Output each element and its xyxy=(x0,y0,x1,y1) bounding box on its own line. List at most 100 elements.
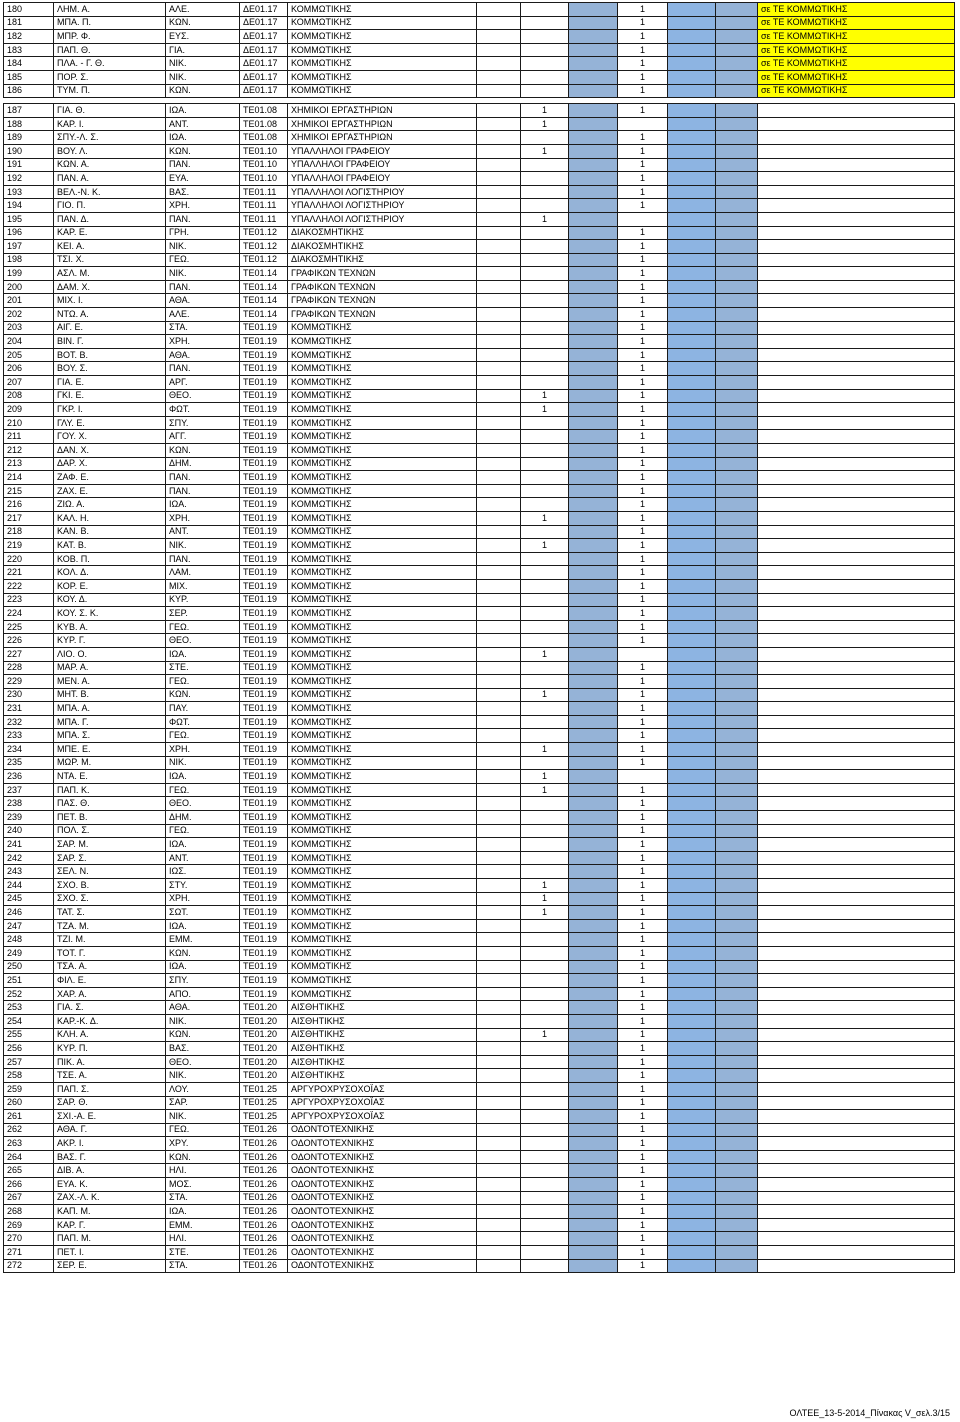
cell-empty xyxy=(476,361,521,377)
cell-father-name: ΘΕΟ. xyxy=(165,796,240,812)
cell-note xyxy=(757,483,955,499)
cell-number: 241 xyxy=(3,837,54,852)
cell-code: ΤΕ01.26 xyxy=(239,1204,288,1219)
cell-col1: 1 xyxy=(520,878,569,893)
table-row: 249 ΤΟΤ. Γ. ΚΩΝ. ΤΕ01.19 ΚΟΜΜΩΤΙΚΗΣ 1 xyxy=(3,945,955,961)
cell-blue-2 xyxy=(667,375,716,390)
table-row: 271 ΠΕΤ. Ι. ΣΤΕ. ΤΕ01.26 ΟΔΟΝΤΟΤΕΧΝΙΚΗΣ 1 xyxy=(3,1245,955,1260)
cell-col2: 1 xyxy=(617,279,668,295)
cell-col2: 1 xyxy=(617,29,668,44)
table-row: 185 ΠΟΡ. Σ. ΝΙΚ. ΔΕ01.17 ΚΟΜΜΩΤΙΚΗΣ 1 σε ΤΕ ΚΟ… xyxy=(3,69,955,85)
cell-father-name: ΙΩΑ. xyxy=(165,918,240,934)
cell-col2: 1 xyxy=(617,429,668,444)
cell-col1 xyxy=(520,83,569,99)
cell-note xyxy=(757,1041,955,1056)
cell-name: ΓΚΙ. Ε. xyxy=(53,388,166,404)
cell-col2: 1 xyxy=(617,1109,668,1124)
table-row: 254 ΚΑΡ.-Κ. Δ. ΝΙΚ. ΤΕ01.20 ΑΙΣΘΗΤΙΚΗΣ 1 xyxy=(3,1013,955,1029)
table-row: 201 ΜΙΧ. Ι. ΑΘΑ. ΤΕ01.14 ΓΡΑΦΙΚΩΝ ΤΕΧΝΩΝ 1 xyxy=(3,293,955,309)
cell-number: 250 xyxy=(3,959,54,975)
cell-blue-1 xyxy=(568,1217,618,1233)
cell-empty xyxy=(476,143,521,159)
cell-specialty: ΔΙΑΚΟΣΜΗΤΙΚΗΣ xyxy=(287,225,477,241)
table-row: 208 ΓΚΙ. Ε. ΘΕΟ. ΤΕ01.19 ΚΟΜΜΩΤΙΚΗΣ 1 1 xyxy=(3,388,955,404)
cell-specialty: ΚΟΜΜΩΤΙΚΗΣ xyxy=(287,837,477,852)
cell-code: ΤΕ01.19 xyxy=(239,918,288,934)
cell-blue-2 xyxy=(667,83,716,99)
table-row: 263 ΑΚΡ. Ι. ΧΡΥ. ΤΕ01.26 ΟΔΟΝΤΟΤΕΧΝΙΚΗΣ 1 xyxy=(3,1136,955,1151)
cell-name: ΣΕΛ. Ν. xyxy=(53,864,166,879)
cell-number: 191 xyxy=(3,157,54,173)
cell-name: ΣΧΙ.-Α. Ε. xyxy=(53,1109,166,1124)
cell-blue-2 xyxy=(667,1068,716,1083)
cell-col2: 1 xyxy=(617,483,668,499)
cell-specialty: ΚΟΜΜΩΤΙΚΗΣ xyxy=(287,29,477,44)
cell-name: ΠΑΠ. Κ. xyxy=(53,782,166,798)
cell-specialty: ΑΡΓΥΡΟΧΡΥΣΟΧΟΪΑΣ xyxy=(287,1109,477,1124)
cell-blue-2 xyxy=(667,361,716,377)
cell-col2: 1 xyxy=(617,1217,668,1233)
cell-code: ΔΕ01.17 xyxy=(239,56,288,71)
cell-code: ΤΕ01.26 xyxy=(239,1190,288,1206)
cell-number: 188 xyxy=(3,116,54,132)
cell-note xyxy=(757,1149,955,1165)
cell-blue-2 xyxy=(667,198,716,213)
cell-col1 xyxy=(520,1190,569,1206)
cell-name: ΚΟΛ. Δ. xyxy=(53,565,166,580)
cell-note xyxy=(757,524,955,540)
table-row: 198 ΤΣΙ. Χ. ΓΕΩ. ΤΕ01.12 ΔΙΑΚΟΣΜΗΤΙΚΗΣ 1 xyxy=(3,252,955,268)
cell-father-name: ΚΩΝ. xyxy=(165,687,240,703)
cell-empty xyxy=(476,456,521,472)
cell-code: ΤΕ01.12 xyxy=(239,225,288,241)
cell-col1 xyxy=(520,796,569,812)
cell-father-name: ΠΑΝ. xyxy=(165,157,240,173)
cell-father-name: ΧΡΗ. xyxy=(165,198,240,213)
cell-specialty: ΚΟΜΜΩΤΙΚΗΣ xyxy=(287,578,477,594)
cell-blue-2 xyxy=(667,769,716,784)
cell-empty xyxy=(476,1054,521,1070)
cell-number: 213 xyxy=(3,456,54,472)
cell-col2: 1 xyxy=(617,510,668,526)
cell-col1 xyxy=(520,198,569,213)
cell-blue-2 xyxy=(667,959,716,975)
cell-col1 xyxy=(520,701,569,716)
cell-father-name: ΗΛΙ. xyxy=(165,1163,240,1179)
cell-col1 xyxy=(520,375,569,390)
cell-blue-3 xyxy=(715,1054,758,1070)
cell-code: ΤΕ01.19 xyxy=(239,959,288,975)
table-row: 236 ΝΤΑ. Ε. ΙΩΑ. ΤΕ01.19 ΚΟΜΜΩΤΙΚΗΣ 1 xyxy=(3,769,955,784)
table-row: 184 ΠΛΑ. - Γ. Θ. ΝΙΚ. ΔΕ01.17 ΚΟΜΜΩΤΙΚΗΣ 1 σε … xyxy=(3,56,955,71)
cell-col2: 1 xyxy=(617,307,668,322)
cell-blue-3 xyxy=(715,252,758,268)
cell-blue-1 xyxy=(568,1204,618,1219)
cell-blue-2 xyxy=(667,986,716,1002)
table-row: 204 ΒΙΝ. Γ. ΧΡΗ. ΤΕ01.19 ΚΟΜΜΩΤΙΚΗΣ 1 xyxy=(3,334,955,349)
cell-note xyxy=(757,266,955,281)
cell-specialty: ΑΙΣΘΗΤΙΚΗΣ xyxy=(287,1013,477,1029)
cell-number: 233 xyxy=(3,728,54,744)
cell-code: ΤΕ01.20 xyxy=(239,1000,288,1015)
cell-blue-3 xyxy=(715,578,758,594)
cell-note xyxy=(757,184,955,200)
cell-name: ΚΟΡ. Ε. xyxy=(53,578,166,594)
cell-blue-1 xyxy=(568,1177,618,1192)
cell-empty xyxy=(476,905,521,920)
cell-blue-1 xyxy=(568,1109,618,1124)
cell-number: 209 xyxy=(3,402,54,417)
cell-col1 xyxy=(520,1204,569,1219)
cell-note xyxy=(757,945,955,961)
cell-blue-1 xyxy=(568,470,618,485)
table-row: 182 ΜΠΡ. Φ. ΕΥΣ. ΔΕ01.17 ΚΟΜΜΩΤΙΚΗΣ 1 σε ΤΕ ΚΟ… xyxy=(3,29,955,44)
cell-specialty: ΚΟΜΜΩΤΙΚΗΣ xyxy=(287,606,477,621)
cell-blue-2 xyxy=(667,782,716,798)
cell-code: ΤΕ01.19 xyxy=(239,728,288,744)
cell-father-name: ΚΩΝ. xyxy=(165,83,240,99)
cell-code: ΤΕ01.19 xyxy=(239,402,288,417)
cell-name: ΒΑΣ. Γ. xyxy=(53,1149,166,1165)
cell-blue-3 xyxy=(715,1027,758,1043)
cell-col2: 1 xyxy=(617,56,668,71)
cell-specialty: ΚΟΜΜΩΤΙΚΗΣ xyxy=(287,782,477,798)
cell-father-name: ΘΕΟ. xyxy=(165,633,240,648)
table-row: 237 ΠΑΠ. Κ. ΓΕΩ. ΤΕ01.19 ΚΟΜΜΩΤΙΚΗΣ 1 1 xyxy=(3,782,955,798)
cell-code: ΤΕ01.19 xyxy=(239,945,288,961)
